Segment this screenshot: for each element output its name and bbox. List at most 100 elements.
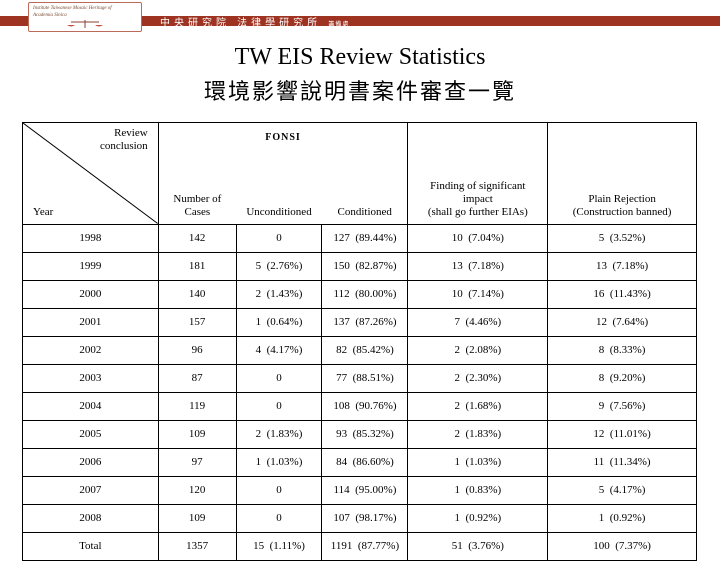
significant-impact-cell: 2 (1.83%)	[407, 419, 549, 449]
year-cell: Total	[22, 531, 159, 561]
table-row: 2000 140 2 (1.43%) 112 (80.00%) 10 (7.14%) 16…	[22, 279, 697, 309]
year-cell: 2002	[22, 335, 159, 365]
logo-line-1: Institute Taiwanese Mosaic Heritage of	[33, 6, 112, 11]
cases-cell: 1357	[157, 531, 237, 561]
plain-rejection-cell: 8 (9.20%)	[547, 363, 697, 393]
significant-impact-cell: 10 (7.14%)	[407, 279, 549, 309]
cases-cell: 142	[157, 223, 237, 253]
significant-impact-cell: 10 (7.04%)	[407, 223, 549, 253]
conditioned-cell: 1191 (87.77%)	[321, 531, 409, 561]
conditioned-cell: 107 (98.17%)	[321, 503, 409, 533]
page-title-chinese: 環境影響說明書案件審查一覽	[203, 80, 516, 105]
year-cell: 2006	[22, 447, 159, 477]
conditioned-cell: 93 (85.32%)	[321, 419, 409, 449]
banner-stripe	[0, 16, 720, 26]
conditioned-cell: 112 (80.00%)	[321, 279, 409, 309]
eis-statistics-table: Review conclusion Year FONSI Finding of …	[22, 122, 697, 561]
conditioned-cell: 84 (86.60%)	[321, 447, 409, 477]
table-row: 2005 109 2 (1.83%) 93 (85.32%) 2 (1.83%) 12 (…	[22, 419, 697, 449]
unconditioned-cell: 1 (1.03%)	[235, 447, 323, 477]
table-row: 2003 87 0 77 (88.51%) 2 (2.30%) 8 (9.20%)	[22, 363, 697, 393]
logo-line-2: Academia Sinica	[33, 13, 67, 18]
unconditioned-cell: 15 (1.11%)	[235, 531, 323, 561]
cases-cell: 109	[157, 503, 237, 533]
plain-rejection-cell: 8 (8.33%)	[547, 335, 697, 365]
unconditioned-cell: 0	[235, 475, 323, 505]
year-cell: 2007	[22, 475, 159, 505]
significant-impact-cell: 2 (1.68%)	[407, 391, 549, 421]
plain-rejection-cell: 1 (0.92%)	[547, 503, 697, 533]
cases-cell: 181	[157, 251, 237, 281]
conditioned-cell: 77 (88.51%)	[321, 363, 409, 393]
significant-impact-cell: 7 (4.46%)	[407, 307, 549, 337]
cases-line-1: Number of	[173, 192, 222, 205]
review-label-line-1: Review	[114, 127, 148, 139]
conditioned-cell: 150 (82.87%)	[321, 251, 409, 281]
unconditioned-cell: 2 (1.83%)	[235, 419, 323, 449]
year-cell: 2008	[22, 503, 159, 533]
number-of-cases-header: Number of Cases	[157, 192, 237, 225]
cases-cell: 157	[157, 307, 237, 337]
table-row: 1999 181 5 (2.76%) 150 (82.87%) 13 (7.18%) 13…	[22, 251, 697, 281]
year-cell: 2001	[22, 307, 159, 337]
conditioned-cell: 137 (87.26%)	[321, 307, 409, 337]
significant-impact-cell: 51 (3.76%)	[407, 531, 549, 561]
significant-impact-cell: 2 (2.30%)	[407, 363, 549, 393]
unconditioned-cell: 0	[235, 223, 323, 253]
unconditioned-header: Unconditioned	[236, 192, 322, 225]
review-conclusion-label: Review conclusion	[100, 127, 148, 153]
cases-cell: 120	[157, 475, 237, 505]
year-axis-label: Year	[33, 205, 54, 218]
year-cell: 1998	[22, 223, 159, 253]
conditioned-cell: 108 (90.76%)	[321, 391, 409, 421]
significant-impact-cell: 2 (2.08%)	[407, 335, 549, 365]
diagonal-header-cell: Review conclusion Year	[22, 122, 159, 225]
table-row: 2002 96 4 (4.17%) 82 (85.42%) 2 (2.08%) 8 (8.…	[22, 335, 697, 365]
plain-rejection-cell: 13 (7.18%)	[547, 251, 697, 281]
rejection-line-1: Plain Rejection	[588, 192, 656, 205]
cases-cell: 119	[157, 391, 237, 421]
plain-rejection-cell: 5 (3.52%)	[547, 223, 697, 253]
review-label-line-2: conclusion	[100, 140, 148, 152]
unconditioned-cell: 0	[235, 391, 323, 421]
significant-impact-cell: 1 (0.92%)	[407, 503, 549, 533]
cases-cell: 96	[157, 335, 237, 365]
year-cell: 1999	[22, 251, 159, 281]
org-name-text: 中央研究院 法律學研究所	[160, 18, 322, 29]
plain-rejection-cell: 12 (11.01%)	[547, 419, 697, 449]
cases-cell: 97	[157, 447, 237, 477]
page-title-english: TW EIS Review Statistics	[234, 44, 486, 70]
organization-name: 中央研究院 法律學研究所 籌備處	[160, 14, 349, 29]
unconditioned-cell: 1 (0.64%)	[235, 307, 323, 337]
plain-rejection-cell: 16 (11.43%)	[547, 279, 697, 309]
cases-cell: 140	[157, 279, 237, 309]
year-cell: 2005	[22, 419, 159, 449]
table-row: 2007 120 0 114 (95.00%) 1 (0.83%) 5 (4.17%)	[22, 475, 697, 505]
significant-impact-cell: 13 (7.18%)	[407, 251, 549, 281]
significant-line-2: impact	[462, 192, 493, 205]
table-row: 1998 142 0 127 (89.44%) 10 (7.04%) 5 (3.52%)	[22, 223, 697, 253]
table-body: 1998 142 0 127 (89.44%) 10 (7.04%) 5 (3.52%) 1…	[22, 223, 697, 561]
org-name-suffix: 籌備處	[328, 21, 350, 28]
institute-logo: Institute Taiwanese Mosaic Heritage of A…	[28, 2, 142, 32]
conditioned-cell: 114 (95.00%)	[321, 475, 409, 505]
table-row: 2004 119 0 108 (90.76%) 2 (1.68%) 9 (7.56%)	[22, 391, 697, 421]
year-cell: 2000	[22, 279, 159, 309]
plain-rejection-cell: 11 (11.34%)	[547, 447, 697, 477]
plain-rejection-cell: 9 (7.56%)	[547, 391, 697, 421]
significant-line-1: Finding of significant	[430, 179, 526, 192]
header-banner: Institute Taiwanese Mosaic Heritage of A…	[0, 0, 720, 34]
cases-line-2: Cases	[184, 205, 211, 218]
conditioned-cell: 82 (85.42%)	[321, 335, 409, 365]
year-cell: 2003	[22, 363, 159, 393]
unconditioned-cell: 2 (1.43%)	[235, 279, 323, 309]
table-row: 2001 157 1 (0.64%) 137 (87.26%) 7 (4.46%) 12 …	[22, 307, 697, 337]
conditioned-cell: 127 (89.44%)	[321, 223, 409, 253]
table-row: 2006 97 1 (1.03%) 84 (86.60%) 1 (1.03%) 11 (1…	[22, 447, 697, 477]
significant-impact-header: Finding of significant impact (shall go …	[407, 122, 549, 225]
unconditioned-cell: 0	[235, 503, 323, 533]
plain-rejection-header: Plain Rejection (Construction banned)	[547, 122, 697, 225]
table-row: Total 1357 15 (1.11%) 1191 (87.77%) 51 (3.76…	[22, 531, 697, 561]
year-cell: 2004	[22, 391, 159, 421]
significant-impact-cell: 1 (1.03%)	[407, 447, 549, 477]
